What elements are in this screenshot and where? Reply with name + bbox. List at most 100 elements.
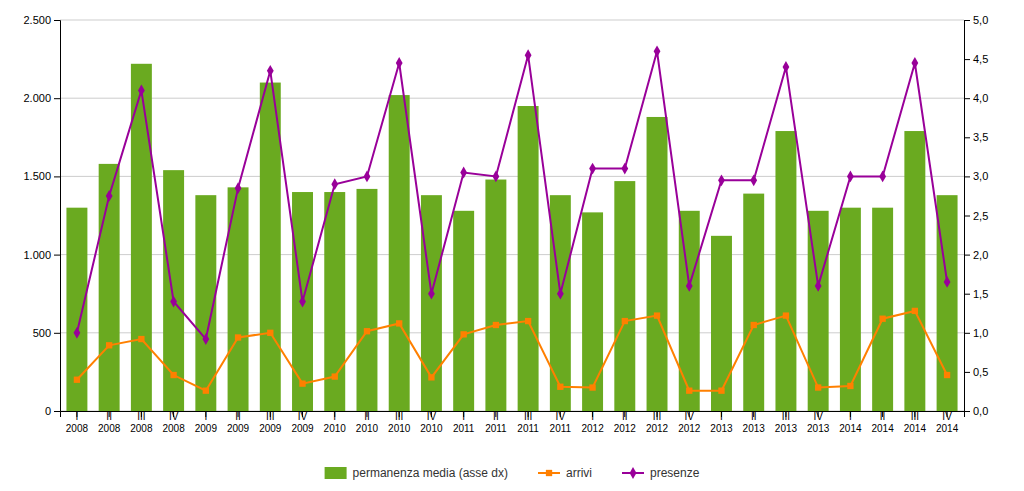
bar [389,95,410,411]
tick-label: I2009 [195,411,218,434]
bar [647,117,668,411]
tick-label-line: I [720,411,723,422]
marker [170,296,177,308]
tick-label: III2011 [517,411,539,434]
tick: 1.500 [23,170,60,182]
tick: I2013 [710,411,733,434]
tick: IV2009 [291,411,314,434]
tick: 2,0 [964,249,988,261]
tick-label-line: II [493,411,499,422]
axis-line [965,21,971,412]
marker [944,276,951,288]
bar [421,195,442,411]
marker [235,334,241,340]
tick-label: IV2009 [291,411,314,434]
tick-label-line: 2014 [871,423,894,434]
marker [74,377,80,383]
tick: 2.000 [23,92,60,104]
tick-label-line: 2012 [581,423,604,434]
marker [299,380,305,386]
marker [557,384,563,390]
marker [106,190,113,202]
tick-label: I2012 [581,411,604,434]
tick-label: III2009 [259,411,282,434]
tick-label: IV2014 [936,411,959,434]
marker [235,182,242,194]
tick-label: 5,0 [973,14,988,26]
marker [944,372,950,378]
tick-label-line: 2014 [904,423,927,434]
bar [775,131,796,411]
bar [550,195,571,411]
marker [815,384,821,390]
tick-label-line: 2008 [130,423,153,434]
bar [711,236,732,411]
tick-label: 3,5 [973,131,988,143]
tick: 1,5 [964,288,988,300]
tick-mark [964,20,970,21]
tick-label: I2013 [710,411,733,434]
marker [783,61,790,73]
tick-label: 1,5 [973,288,988,300]
tick: I2010 [324,411,347,434]
marker [299,296,306,308]
tick: 5,0 [964,14,988,26]
marker [364,171,371,183]
tick-label: I2011 [453,411,475,434]
tick-label-line: 2012 [678,423,701,434]
tick-mark [54,176,60,177]
line [77,311,947,391]
tick-label-line: I [204,411,207,422]
tick-mark [964,372,970,373]
tick-mark [964,98,970,99]
marker [493,322,499,328]
tick-mark [54,333,60,334]
tick-label: 1.000 [23,249,51,261]
tick: III2011 [517,411,539,434]
grid-line [60,98,964,99]
tick-label-line: 2013 [807,423,830,434]
marker [332,373,338,379]
marker [654,312,660,318]
bar [840,208,861,411]
marker [396,57,403,69]
bar [292,192,313,411]
tick-label-line: 2008 [66,423,89,434]
tick-label-line: 2010 [388,423,411,434]
tick: II2013 [743,411,766,434]
tick-label: 0,5 [973,366,988,378]
tick: III2008 [130,411,153,434]
tick-label-line: 2013 [775,423,798,434]
tick-label: 1,0 [973,327,988,339]
tick-label: 4,0 [973,92,988,104]
tick-label-line: 2008 [98,423,121,434]
tick-label-line: I [462,411,465,422]
tick-label-line: II [622,411,628,422]
tick-mark [964,137,970,138]
marker [815,280,822,292]
bar [260,83,281,411]
tick: 0,0 [964,405,988,417]
tick: I2012 [581,411,604,434]
tick-label: IV2011 [550,411,572,434]
marker [718,174,725,186]
marker [106,342,112,348]
tick: IV2011 [550,411,572,434]
marker [718,388,724,394]
tick-label-line: 2010 [356,423,379,434]
marker [460,167,467,179]
marker [428,288,435,300]
marker [203,388,209,394]
tick-label-line: II [364,411,370,422]
y-axis: 05001.0001.5002.0002.500 [23,14,60,417]
tick-label-line: 2012 [646,423,669,434]
tick-label: 2.500 [23,14,51,26]
tick: 1,0 [964,327,988,339]
tick-label-line: 2010 [420,423,443,434]
tick-label-line: 2013 [710,423,733,434]
tick: 2.500 [23,14,60,26]
tick: I2011 [453,411,475,434]
tick-label-line: II [751,411,757,422]
legend-marker [546,470,552,476]
marker [396,320,402,326]
